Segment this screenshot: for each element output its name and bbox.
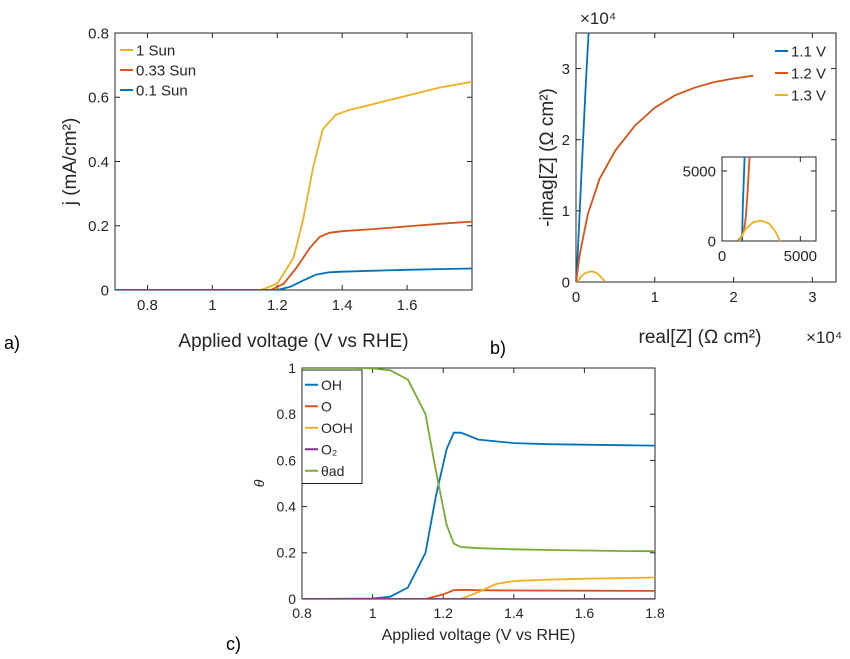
x-tick-label: 1.4 (332, 297, 353, 314)
series-line-b-inset-2 (738, 219, 781, 241)
x-tick-label: 1.4 (504, 605, 524, 621)
x-axis-label: real[Z] (Ω cm²) (639, 327, 762, 348)
x-tick-label: 1 (651, 289, 659, 306)
x-multiplier: ×10⁴ (806, 328, 842, 347)
y-tick-label: 0.6 (277, 452, 297, 468)
x-tick-label: 0.8 (137, 297, 158, 314)
series-line-b-2 (576, 270, 606, 282)
x-tick-label: 5000 (784, 248, 817, 265)
series-line-b-0 (576, 33, 590, 282)
plot-area-a (114, 32, 473, 291)
y-tick-label: 3 (562, 61, 570, 78)
y-tick-label: 1 (562, 203, 570, 220)
legend-label: OOH (321, 420, 353, 436)
y-tick-label: 1 (288, 360, 296, 376)
series-line-b-1 (576, 74, 754, 282)
x-tick-label: 0 (572, 289, 580, 306)
x-tick-label: 1.6 (397, 297, 418, 314)
legend-label: 1.3 V (791, 87, 826, 104)
y-axis-label: θ (251, 479, 267, 487)
panel-label-a: a) (4, 333, 21, 353)
y-axis-label: j (mA/cm²) (60, 118, 81, 207)
legend-b: 1.1 V 1.2 V 1.3 V (775, 43, 826, 104)
legend-label: 1 Sun (136, 42, 175, 59)
series-line-c-1 (302, 588, 655, 599)
x-tick-label: 1.2 (267, 297, 288, 314)
panel-label-c: c) (226, 634, 241, 654)
y-axis-label: -imag[Z] (Ω cm²) (537, 88, 558, 227)
legend-label: O₂ (321, 441, 337, 457)
x-tick-label: 0 (718, 248, 726, 265)
x-axis-label: Applied voltage (V vs RHE) (382, 627, 576, 644)
y-tick-label: 0.4 (88, 154, 109, 171)
series-line-a-2 (115, 267, 472, 290)
y-tick-label: 0 (708, 233, 716, 250)
y-tick-label: 0 (101, 282, 109, 299)
y-tick-label: 5000 (683, 163, 716, 180)
x-tick-label: 1.6 (575, 605, 595, 621)
chart-panel-c: 0.8 1 1.2 1.4 1.6 1.8 0 0.2 0.4 0.6 0.8 1 OH O OOH O₂ θa… (251, 360, 665, 644)
y-multiplier: ×10⁴ (580, 9, 616, 28)
x-tick-label: 2 (729, 289, 737, 306)
x-tick-label: 1.2 (433, 605, 453, 621)
series-line-c-4 (302, 368, 655, 553)
y-tick-label: 0.4 (277, 499, 297, 515)
chart-panel-b: 0 1 2 3 0 1 2 3 1.1 V 1.2 V 1.3 V ×10⁴ ×10⁴ real[Z] (… (537, 9, 842, 348)
series-line-c-2 (302, 576, 655, 599)
legend-label: 1.1 V (791, 43, 826, 60)
panel-label-b: b) (490, 338, 507, 358)
series-line-c-0 (302, 431, 655, 599)
y-tick-label: 2 (562, 132, 570, 149)
x-tick-label: 1 (369, 605, 377, 621)
series-line-a-0 (115, 80, 472, 290)
y-tick-label: 0.8 (88, 25, 109, 42)
series-line-b-inset-0 (741, 157, 746, 241)
x-tick-label: 1.8 (645, 605, 665, 621)
plot-area-b-inset (721, 156, 817, 242)
legend-label: O (321, 398, 332, 414)
y-tick-label: 0.2 (88, 218, 109, 235)
legend-label: 1.2 V (791, 65, 826, 82)
legend-label: OH (321, 377, 342, 393)
x-axis-label: Applied voltage (V vs RHE) (178, 331, 408, 352)
y-tick-label: 0.6 (88, 90, 109, 107)
y-tick-label: 0 (562, 274, 570, 291)
x-tick-label: 0.8 (292, 605, 312, 621)
legend-a: 1 Sun 0.33 Sun 0.1 Sun (120, 42, 196, 99)
legend-label: 0.33 Sun (136, 62, 196, 79)
x-tick-label: 1 (208, 297, 216, 314)
legend-label: 0.1 Sun (136, 82, 188, 99)
y-tick-label: 0 (288, 591, 296, 607)
y-tick-label: 0.8 (277, 406, 297, 422)
legend-label: θad (321, 463, 344, 479)
legend-c: OH O OOH O₂ θad (301, 369, 363, 484)
x-tick-label: 3 (808, 289, 816, 306)
series-line-a-1 (115, 220, 472, 290)
chart-panel-a: 0.8 1 1.2 1.4 1.6 0 0.2 0.4 0.6 0.8 1 Sun 0.33 Sun 0… (60, 25, 473, 352)
y-tick-label: 0.2 (277, 545, 297, 561)
